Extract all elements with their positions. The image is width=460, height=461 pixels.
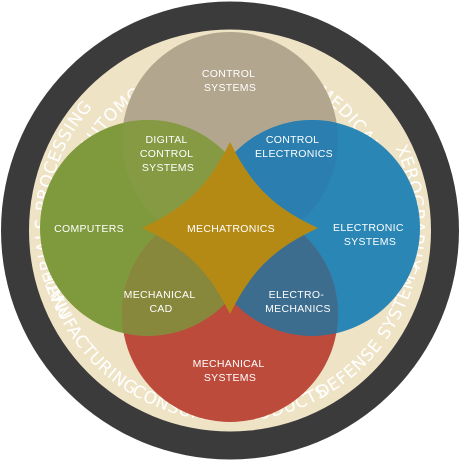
label-electro-mechanics: ELECTRO- MECHANICS [265,289,331,315]
label-mechanical-cad: MECHANICAL CAD [124,289,199,315]
label-mechatronics: MECHATRONICS [187,223,275,235]
label-mechanical-systems: MECHANICAL SYSTEMS [193,358,268,384]
label-control-electronics: CONTROL ELECTRONICS [255,134,333,160]
mechatronics-center [142,142,318,314]
label-digital-control-systems: DIGITAL CONTROL SYSTEMS [140,134,196,174]
label-control-systems: CONTROL SYSTEMS [202,68,258,94]
label-computers: COMPUTERS [54,223,124,235]
label-electronic-systems: ELECTRONIC SYSTEMS [333,222,407,248]
